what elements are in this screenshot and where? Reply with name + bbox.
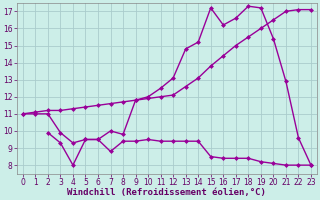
X-axis label: Windchill (Refroidissement éolien,°C): Windchill (Refroidissement éolien,°C) [68,188,266,197]
